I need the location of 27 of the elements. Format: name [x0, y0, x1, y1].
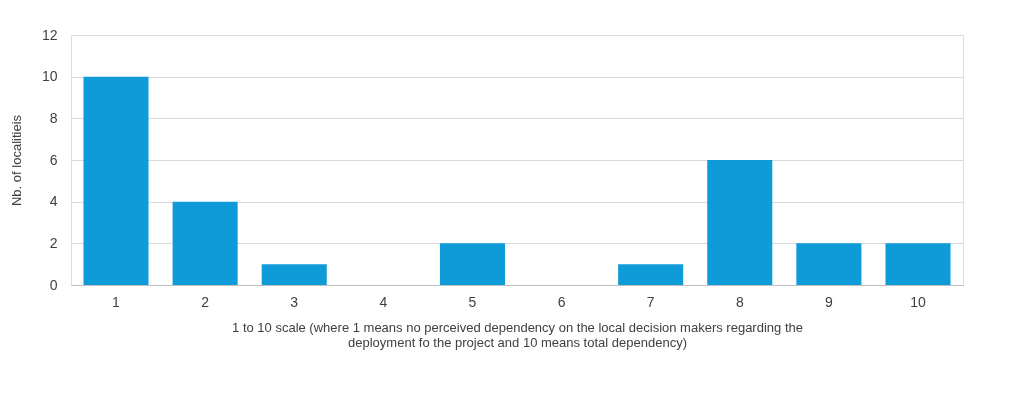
- x-tick-label: 9: [824, 293, 833, 310]
- x-tick-label: 8: [735, 293, 744, 310]
- x-axis-title: 1 to 10 scale (where 1 means no perceived dependency on the local decision makers regarding the deployment fo the project and 10 means total dependency): [232, 319, 803, 350]
- y-tick-label: 12: [41, 26, 58, 43]
- x-tick-label: 10: [910, 293, 926, 310]
- bar: [83, 76, 149, 285]
- x-tick-label: 6: [557, 293, 566, 310]
- y-tick-label: 6: [49, 151, 58, 168]
- x-tick-label: 7: [646, 293, 655, 310]
- y-tick-label: 0: [49, 276, 58, 293]
- bar: [618, 264, 684, 285]
- x-tick-label: 5: [468, 293, 477, 310]
- bar: [885, 243, 951, 285]
- y-axis-title: Nb. of localitieis: [8, 114, 24, 207]
- x-tick-label: 4: [379, 293, 388, 310]
- bar: [261, 264, 327, 285]
- y-tick-label: 8: [49, 109, 58, 126]
- bar: [707, 160, 773, 285]
- x-tick-label: 2: [201, 293, 210, 310]
- y-tick-label: 4: [49, 193, 58, 210]
- bar: [439, 243, 505, 285]
- x-tick-label: 1: [112, 293, 121, 310]
- y-tick-label: 2: [49, 234, 58, 251]
- x-tick-label: 3: [290, 293, 299, 310]
- y-tick-label: 10: [41, 68, 58, 85]
- bar: [172, 201, 238, 285]
- bar: [796, 243, 862, 285]
